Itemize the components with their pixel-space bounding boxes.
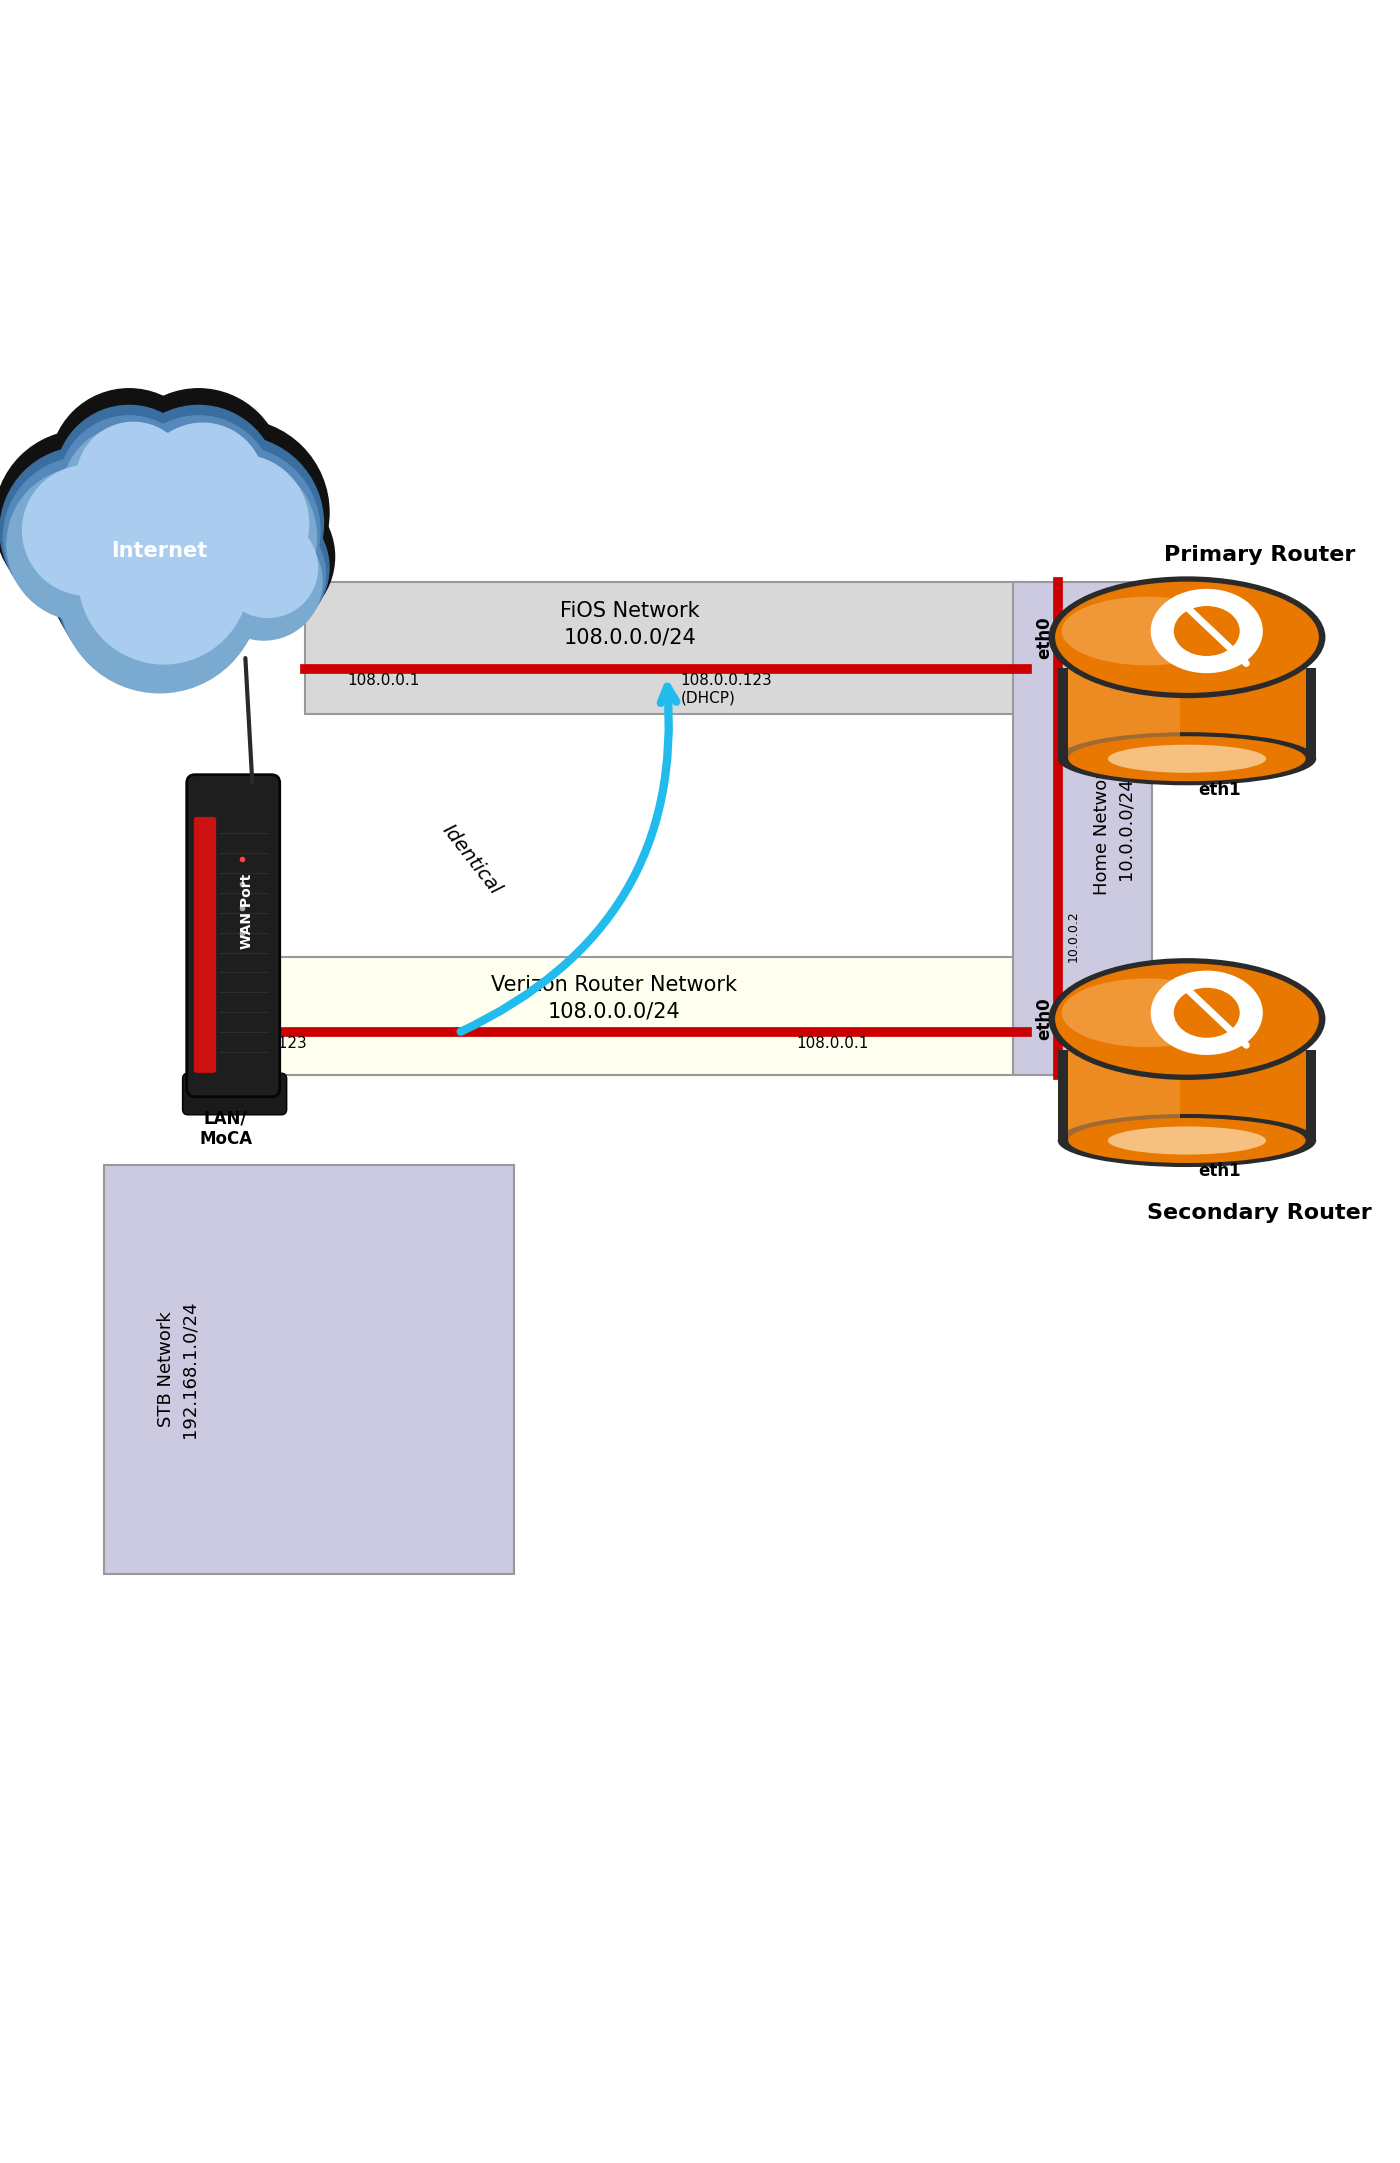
Polygon shape: [1058, 668, 1316, 759]
Polygon shape: [1068, 668, 1180, 759]
FancyBboxPatch shape: [1014, 582, 1152, 1075]
Circle shape: [153, 446, 321, 614]
Ellipse shape: [1058, 733, 1316, 785]
Circle shape: [7, 467, 160, 621]
FancyBboxPatch shape: [202, 956, 1028, 1075]
Text: Home Network
10.0.0.0/24: Home Network 10.0.0.0/24: [1092, 761, 1134, 895]
Ellipse shape: [1107, 744, 1266, 772]
Circle shape: [48, 456, 272, 681]
Circle shape: [60, 493, 259, 692]
Text: STB Network
192.168.1.0/24: STB Network 192.168.1.0/24: [157, 1300, 199, 1438]
Text: 10.0.0.2: 10.0.0.2: [1067, 911, 1079, 963]
Ellipse shape: [1107, 1127, 1266, 1155]
Circle shape: [0, 448, 167, 614]
Circle shape: [126, 426, 270, 571]
Ellipse shape: [1061, 978, 1233, 1047]
Ellipse shape: [1061, 597, 1233, 666]
Text: eth1: eth1: [1198, 1162, 1242, 1181]
Ellipse shape: [1049, 575, 1326, 699]
Ellipse shape: [1049, 958, 1326, 1079]
Ellipse shape: [1173, 988, 1240, 1038]
Circle shape: [78, 493, 249, 664]
Circle shape: [63, 426, 196, 560]
Ellipse shape: [1151, 971, 1263, 1056]
Text: FiOS Network
108.0.0.0/24: FiOS Network 108.0.0.0/24: [560, 601, 700, 647]
Text: eth0: eth0: [1036, 616, 1054, 658]
Ellipse shape: [1058, 1114, 1316, 1168]
Text: Internet: Internet: [112, 541, 207, 560]
FancyArrowPatch shape: [461, 688, 676, 1032]
Text: Secondary Router: Secondary Router: [1147, 1203, 1372, 1222]
Circle shape: [199, 502, 329, 634]
Text: eth0: eth0: [1036, 997, 1054, 1040]
Circle shape: [22, 465, 153, 595]
Text: 10.0.0.1: 10.0.0.1: [1067, 664, 1079, 716]
Text: eth1: eth1: [1198, 781, 1242, 798]
Circle shape: [202, 513, 326, 636]
Circle shape: [56, 482, 263, 690]
Circle shape: [193, 487, 335, 627]
Circle shape: [119, 404, 277, 565]
Text: WAN Port: WAN Port: [239, 874, 253, 950]
Ellipse shape: [1173, 606, 1240, 655]
Circle shape: [50, 389, 209, 547]
Polygon shape: [1068, 668, 1306, 759]
Circle shape: [206, 523, 322, 640]
Circle shape: [155, 456, 316, 619]
FancyBboxPatch shape: [193, 818, 216, 1073]
Text: LAN/
MoCA: LAN/ MoCA: [199, 1110, 252, 1149]
Ellipse shape: [1056, 582, 1319, 692]
FancyBboxPatch shape: [182, 1073, 287, 1114]
Circle shape: [141, 424, 265, 545]
Circle shape: [77, 422, 190, 536]
Text: 108.0.0.123
(DHCP): 108.0.0.123 (DHCP): [680, 673, 773, 705]
Text: Primary Router: Primary Router: [1163, 545, 1355, 565]
Ellipse shape: [1068, 1118, 1306, 1164]
Polygon shape: [1068, 1051, 1306, 1140]
Circle shape: [113, 389, 283, 558]
Circle shape: [148, 437, 323, 610]
Ellipse shape: [1068, 735, 1306, 781]
Circle shape: [172, 454, 308, 593]
FancyBboxPatch shape: [186, 774, 280, 1097]
Circle shape: [0, 430, 172, 608]
Text: Identical: Identical: [438, 820, 505, 898]
Polygon shape: [1058, 1051, 1316, 1140]
Circle shape: [143, 420, 329, 606]
Circle shape: [56, 404, 203, 552]
Ellipse shape: [1151, 588, 1263, 673]
FancyBboxPatch shape: [305, 582, 1028, 714]
Polygon shape: [1068, 1051, 1180, 1140]
Ellipse shape: [1056, 963, 1319, 1075]
Circle shape: [218, 519, 318, 616]
Text: 108.0.0.1: 108.0.0.1: [797, 1036, 868, 1051]
Text: Verizon Router Network
108.0.0.0/24: Verizon Router Network 108.0.0.0/24: [491, 976, 738, 1021]
FancyBboxPatch shape: [104, 1166, 514, 1575]
Text: 108.0.0.1: 108.0.0.1: [347, 673, 420, 688]
Circle shape: [3, 459, 164, 616]
Text: 108.0.0.123
(DHCP): 108.0.0.123 (DHCP): [216, 1036, 307, 1069]
Circle shape: [53, 472, 266, 686]
Circle shape: [123, 415, 274, 567]
Circle shape: [59, 415, 199, 556]
